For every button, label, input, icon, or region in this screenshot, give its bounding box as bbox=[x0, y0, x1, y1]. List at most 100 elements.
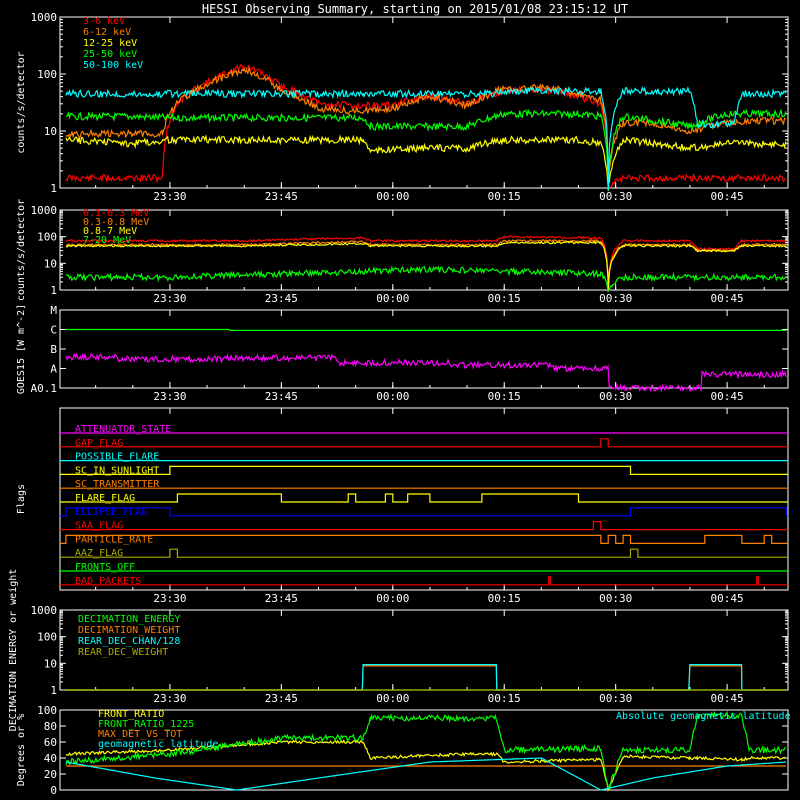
panel-gamma-legend-entry: 7-20 MeV bbox=[83, 235, 131, 246]
panel-ratio-legend-entry: FRONT_RATIO bbox=[98, 709, 164, 720]
panel-decimation-xtick-label: 00:15 bbox=[488, 692, 521, 705]
panel-flags-flag-line bbox=[60, 493, 788, 503]
panel-hxr-ylabel: counts/s/detector bbox=[16, 51, 27, 153]
panel-flags-flag-label: AAZ_FLAG bbox=[75, 548, 123, 559]
panel-flags-flag-label: SC_TRANSMITTER bbox=[75, 479, 160, 490]
panel-flags-flag-line bbox=[60, 548, 788, 558]
panel-ratio-frame bbox=[59, 709, 789, 791]
panel-ratio-ylabel: Degrees or % bbox=[16, 714, 27, 786]
panel-hxr-xtick-label: 00:15 bbox=[488, 190, 521, 203]
panel-goes-series-line bbox=[65, 328, 787, 331]
panel-decimation-xtick-label: 00:00 bbox=[376, 692, 409, 705]
panel-gamma-xtick-label: 00:15 bbox=[488, 292, 521, 305]
panel-flags-flag-label: FLARE_FLAG bbox=[75, 493, 135, 504]
panel-gamma-ytick-label: 1 bbox=[50, 284, 57, 297]
panel-gamma-series-line bbox=[65, 265, 787, 293]
panel-flags-flag-label: ECLIPSE_FLAG bbox=[75, 507, 147, 518]
panel-hxr-xtick-label: 23:45 bbox=[265, 190, 298, 203]
panel-goes-xtick-label: 23:45 bbox=[265, 390, 298, 403]
panel-goes-xtick-label: 00:15 bbox=[488, 390, 521, 403]
panel-gamma-xtick-label: 23:30 bbox=[153, 292, 186, 305]
panel-flags-flag-label: POSSIBLE_FLARE bbox=[75, 452, 159, 463]
panel-hxr-frame bbox=[59, 16, 789, 189]
panel-hxr-legend-entry: 12-25 keV bbox=[83, 38, 137, 49]
panel-flags-xtick-label: 23:30 bbox=[153, 592, 186, 605]
panels: 23:30 23:45 00:00 00:15 00:30 00:451101001000… bbox=[8, 11, 791, 797]
panel-gamma-frame bbox=[59, 209, 789, 291]
panel-gamma-xtick-label: 23:45 bbox=[265, 292, 298, 305]
panel-flags-xtick-label: 00:30 bbox=[599, 592, 632, 605]
panel-gamma-legend-entry: 0.8-7 MeV bbox=[83, 226, 137, 237]
panel-gamma-legend-entry: 0.1-0.3 MeV bbox=[83, 208, 149, 219]
panel-gamma-ytick-label: 1000 bbox=[31, 204, 58, 217]
panel-ratio-ytick-label: 0 bbox=[50, 784, 57, 797]
panel-hxr-legend-entry: 3-6 keV bbox=[83, 16, 125, 27]
panel-gamma-xtick-label: 00:30 bbox=[599, 292, 632, 305]
panel-goes-xtick-label: 00:30 bbox=[599, 390, 632, 403]
panel-gamma-series-line bbox=[65, 238, 787, 291]
panel-decimation-legend-entry: DECIMATION_WEIGHT bbox=[78, 625, 180, 636]
panel-flags-flag-line bbox=[60, 438, 788, 448]
panel-ratio-series-line bbox=[65, 739, 786, 792]
panel-flags-flag-label: PARTICLE_RATE bbox=[75, 534, 153, 545]
panel-hxr-legend-entry: 50-100 keV bbox=[83, 60, 143, 71]
panel-hxr-series-line bbox=[65, 134, 787, 186]
panel-hxr-legend-entry: 6-12 keV bbox=[83, 27, 131, 38]
panel-flags-flag-line bbox=[60, 576, 788, 586]
panel-hxr-ytick-label: 1 bbox=[50, 182, 57, 195]
panel-hxr-ytick-label: 10 bbox=[44, 125, 57, 138]
panel-ratio-ytick-label: 60 bbox=[44, 736, 57, 749]
panel-decimation-legend-entry: DECIMATION_ENERGY bbox=[78, 614, 180, 625]
panel-ratio-legend-entry: MAX_DET_VS_TOT bbox=[98, 729, 182, 740]
panel-ratio-series-line bbox=[65, 757, 786, 791]
panel-hxr-series-line bbox=[65, 63, 787, 190]
panel-ratio-ytick-label: 100 bbox=[37, 704, 57, 717]
panel-decimation-xtick-label: 23:30 bbox=[153, 692, 186, 705]
panel-gamma-legend-entry: 0.3-0.8 MeV bbox=[83, 217, 149, 228]
panel-ratio-legend-entry: geomagnetic latitude bbox=[98, 739, 218, 750]
panel-hxr-series-line bbox=[65, 85, 787, 191]
panel-gamma-ylabel: counts/s/detector bbox=[16, 199, 27, 301]
panel-gamma-ytick-label: 100 bbox=[37, 231, 57, 244]
panel-hxr-ytick-label: 1000 bbox=[31, 11, 58, 24]
panel-ratio-ytick-label: 80 bbox=[44, 720, 57, 733]
panel-flags-xtick-label: 00:15 bbox=[488, 592, 521, 605]
panel-ratio-ytick-label: 40 bbox=[44, 752, 57, 765]
panel-flags-frame bbox=[59, 407, 789, 591]
panel-flags-flag-line bbox=[60, 507, 788, 517]
panel-flags-flag-label: SC_IN_SUNLIGHT bbox=[75, 465, 159, 476]
panel-goes-xtick-label: 23:30 bbox=[153, 390, 186, 403]
panel-gamma-xtick-label: 00:00 bbox=[376, 292, 409, 305]
panel-flags-flag-label: ATTENUATOR_STATE bbox=[75, 424, 171, 435]
panel-decimation-xtick-label: 00:45 bbox=[711, 692, 744, 705]
panel-gamma-ytick-label: 10 bbox=[44, 257, 57, 270]
panel-goes-ytick-label: A bbox=[50, 363, 57, 376]
panel-decimation-ylabel: DECIMATION ENERGY or weight bbox=[8, 569, 19, 732]
panel-decimation-ytick-label: 1000 bbox=[31, 604, 58, 617]
panel-flags-xtick-label: 00:45 bbox=[711, 592, 744, 605]
panel-gamma-series-line bbox=[65, 240, 787, 291]
panel-decimation-legend-entry: REAR_DEC_WEIGHT bbox=[78, 647, 168, 658]
panel-ratio-annotation: Absolute geomagnetic latitude bbox=[616, 711, 791, 722]
panel-goes-ytick-label: M bbox=[50, 304, 57, 317]
panel-ratio-legend-entry: FRONT_RATIO_1225 bbox=[98, 719, 194, 730]
panel-ratio-series-line bbox=[65, 710, 786, 791]
panel-decimation-ytick-label: 100 bbox=[37, 631, 57, 644]
panel-hxr-xtick-label: 00:30 bbox=[599, 190, 632, 203]
panel-goes-ytick-label: A0.1 bbox=[31, 382, 58, 395]
panel-goes-ytick-label: B bbox=[50, 343, 57, 356]
panel-flags-flag-label: BAD_PACKETS bbox=[75, 576, 141, 587]
panel-decimation-xtick-label: 23:45 bbox=[265, 692, 298, 705]
panel-goes-xtick-label: 00:00 bbox=[376, 390, 409, 403]
panel-flags-flag-line bbox=[60, 465, 788, 475]
panel-hxr-xtick-label: 00:45 bbox=[711, 190, 744, 203]
panel-hxr-legend-entry: 25-50 keV bbox=[83, 49, 137, 60]
panel-hxr-series-line bbox=[65, 108, 787, 192]
panel-decimation-xtick-label: 00:30 bbox=[599, 692, 632, 705]
panel-decimation-ytick-label: 1 bbox=[50, 684, 57, 697]
panel-flags-flag-line bbox=[60, 534, 788, 544]
panel-flags-flag-label: GAP_FLAG bbox=[75, 438, 123, 449]
panel-decimation-legend-entry: REAR_DEC_CHAN/128 bbox=[78, 636, 180, 647]
panel-decimation-ytick-label: 10 bbox=[44, 657, 57, 670]
